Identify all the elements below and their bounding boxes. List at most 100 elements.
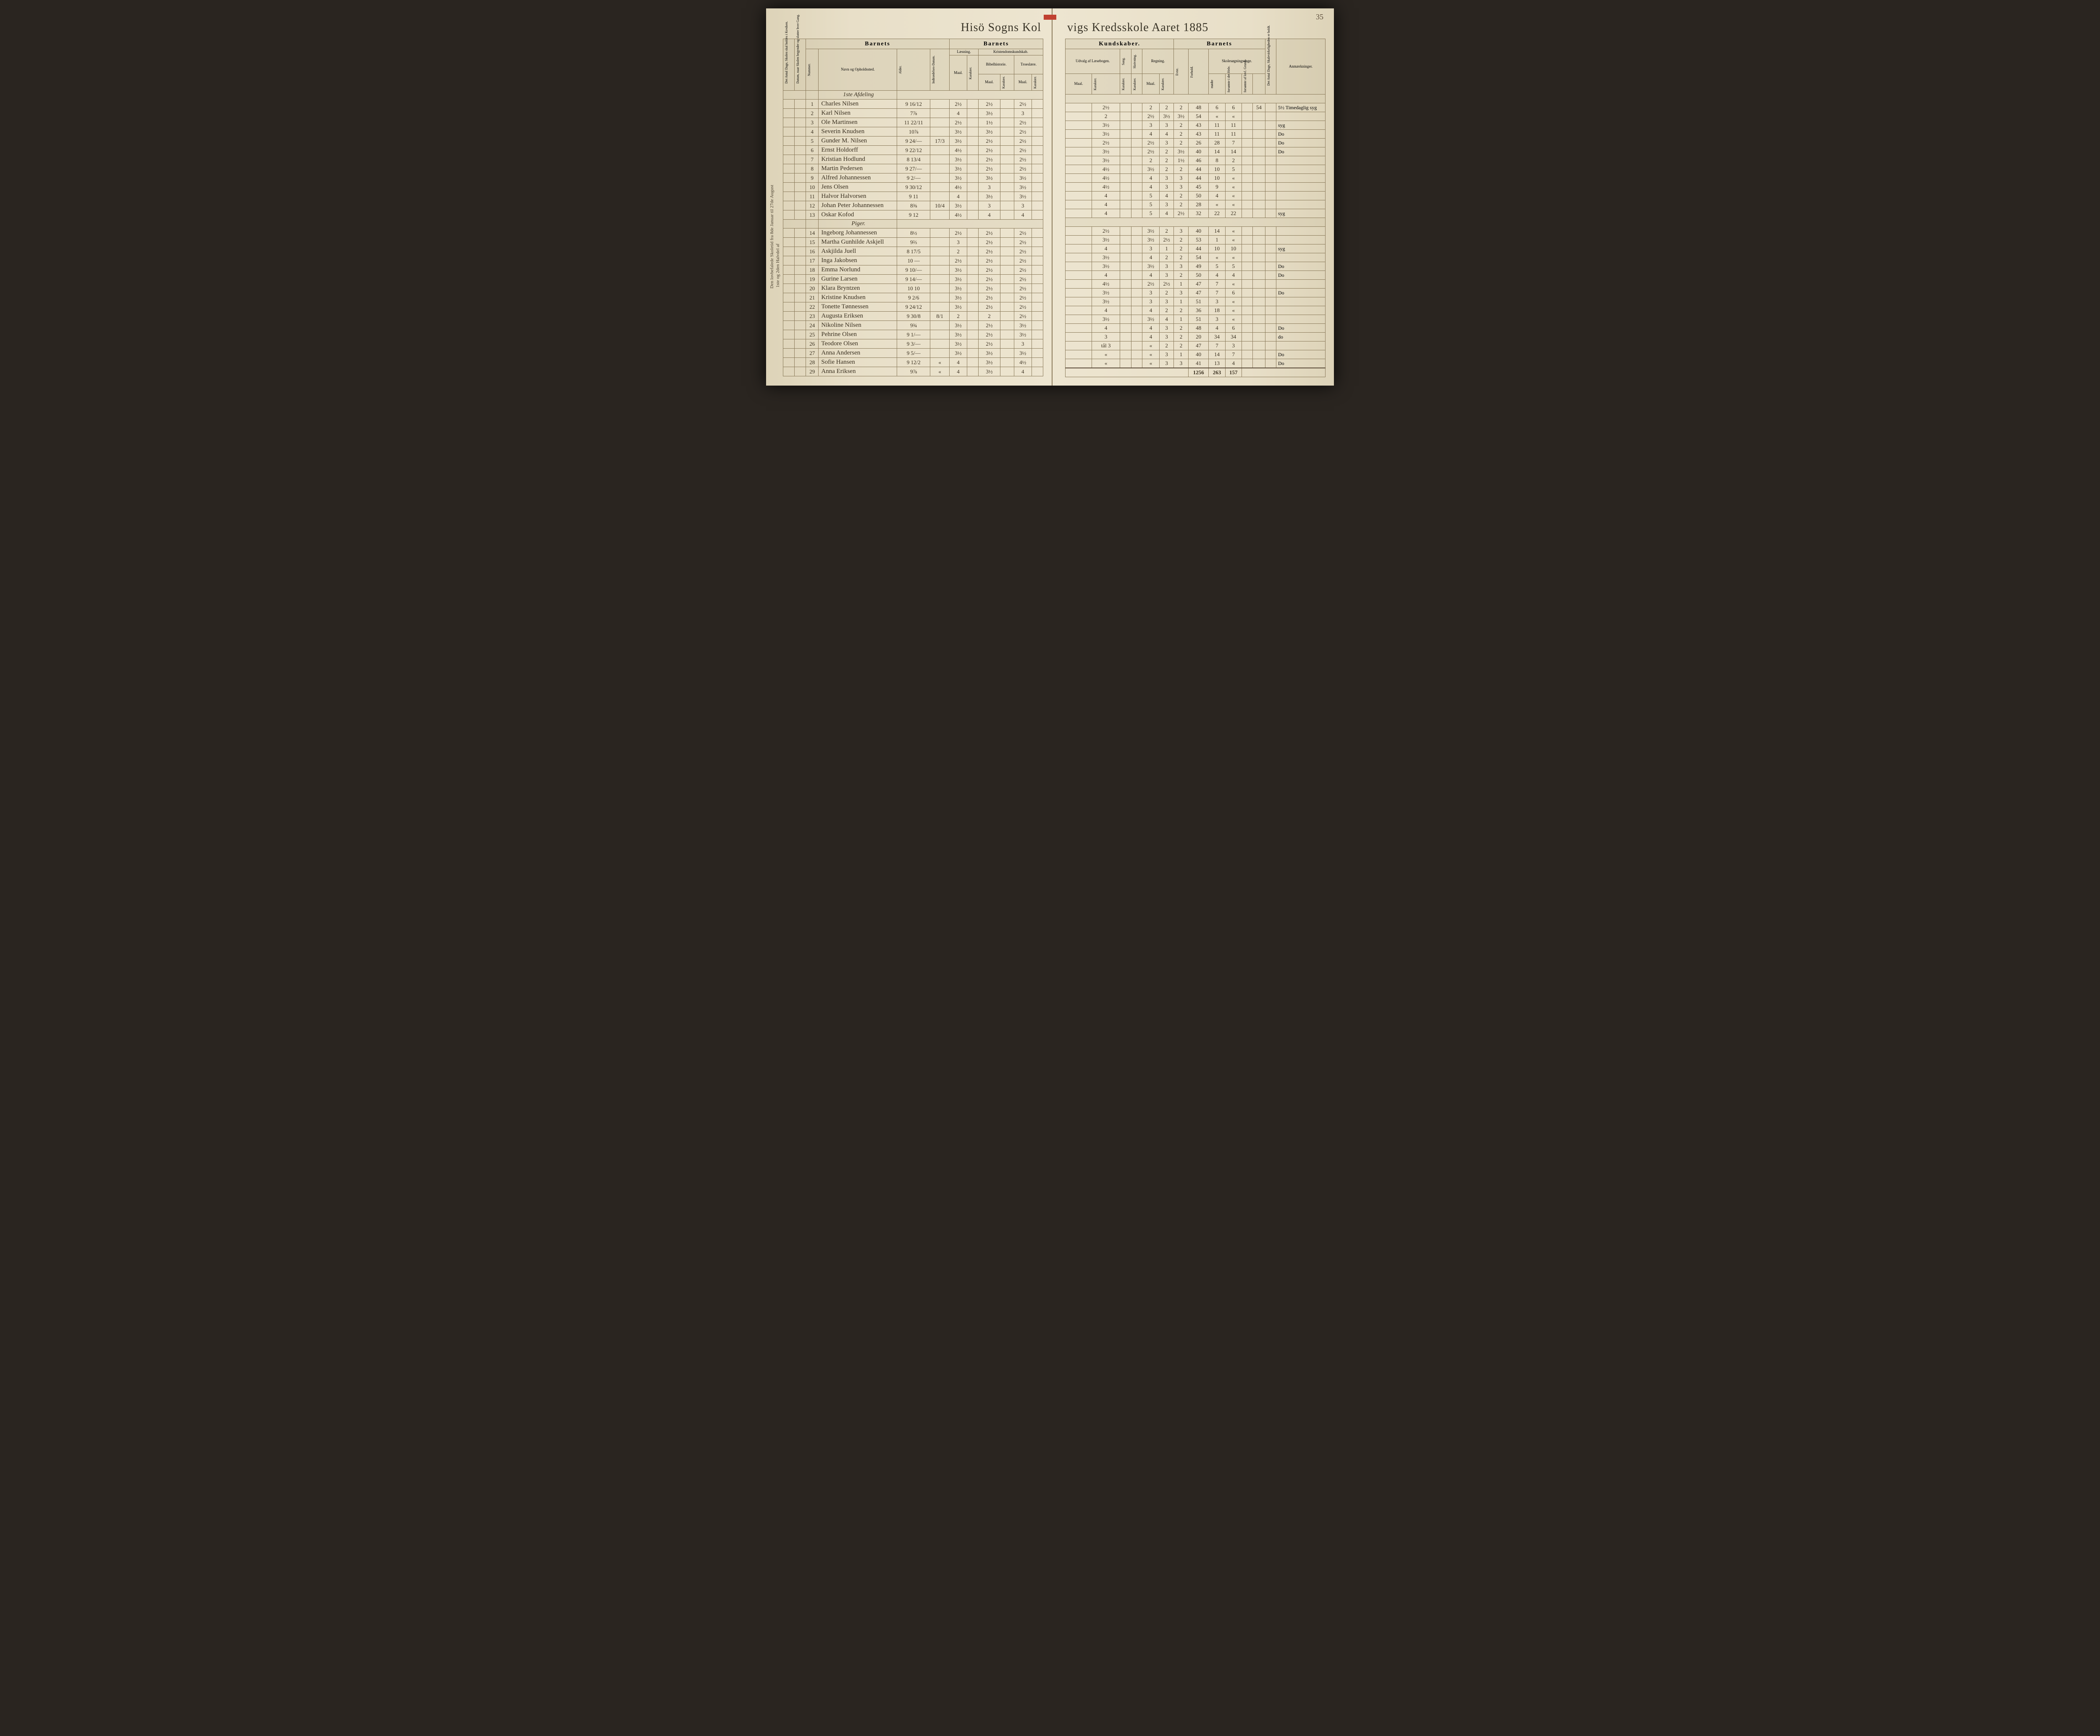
cell-absent-legal <box>1242 297 1252 306</box>
cell-ability: 3 <box>1174 183 1188 192</box>
table-row: 2½ 3½ 2 3 40 14 « <box>1066 227 1326 236</box>
cell-reading-kar <box>967 321 979 330</box>
cell-blank <box>1265 341 1276 350</box>
cell-bible-kar <box>1000 367 1014 376</box>
cell-cat-kar <box>1032 137 1043 146</box>
cell-bible-kar <box>1000 321 1014 330</box>
cell-writing <box>1131 236 1142 244</box>
cell-absent-total: « <box>1225 236 1242 244</box>
cell-blank <box>783 155 795 164</box>
hdr-kar-5: Karakter. <box>1121 75 1126 93</box>
cell-remark <box>1276 341 1326 350</box>
cell-entry <box>930 247 950 256</box>
hdr-kar-1: Karakter. <box>969 64 973 82</box>
hdr-barnets-2: Barnets <box>949 39 1043 49</box>
cell-remark <box>1276 183 1326 192</box>
cell-entry <box>930 256 950 265</box>
cell-age: 9¾ <box>897 321 930 330</box>
cell-days-held <box>1253 341 1265 350</box>
cell-conduct: 36 <box>1188 306 1209 315</box>
cell-attended: 14 <box>1209 350 1225 359</box>
cell-song <box>1120 333 1131 341</box>
cell-excerpt-maal <box>1066 147 1092 156</box>
cell-number: 16 <box>806 247 819 256</box>
cell-cat-maal: 2½ <box>1014 146 1032 155</box>
cell-blank <box>795 321 806 330</box>
table-row: 3 Ole Martinsen 11 22/11 2½ 1½ 2½ <box>783 118 1043 127</box>
cell-cat-maal: 2½ <box>1014 164 1032 173</box>
division-row-right <box>1066 95 1326 103</box>
cell-number: 18 <box>806 265 819 275</box>
cell-cat-maal: 4 <box>1014 367 1032 376</box>
table-row: 28 Sofie Hansen 9 12/2 « 4 3½ 4½ <box>783 358 1043 367</box>
cell-number: 27 <box>806 349 819 358</box>
table-row: 3½ 3 3 2 43 11 11 syg <box>1066 121 1326 130</box>
cell-age: 9 3/— <box>897 339 930 349</box>
cell-number: 22 <box>806 302 819 312</box>
cell-entry <box>930 228 950 238</box>
cell-age: 9⅞ <box>897 367 930 376</box>
cell-excerpt-maal <box>1066 341 1092 350</box>
cell-days-held <box>1253 244 1265 253</box>
cell-blank <box>795 155 806 164</box>
cell-reading-maal: 2 <box>949 312 967 321</box>
cell-cat-maal: 2½ <box>1014 100 1032 109</box>
table-row: 4 4 2 2 36 18 « <box>1066 306 1326 315</box>
cell-absent-legal <box>1242 147 1252 156</box>
cell-conduct: 47 <box>1188 341 1209 350</box>
cell-remark <box>1276 306 1326 315</box>
cell-absent-total: « <box>1225 280 1242 289</box>
cell-attended: 7 <box>1209 289 1225 297</box>
cell-cat-kar <box>1032 321 1043 330</box>
cell-arith-maal: 3½ <box>1142 236 1159 244</box>
cell-excerpt-kar: 3½ <box>1092 121 1120 130</box>
cell-attended: 1 <box>1209 236 1225 244</box>
cell-excerpt-maal <box>1066 359 1092 368</box>
cell-reading-kar <box>967 349 979 358</box>
cell-remark: syg <box>1276 244 1326 253</box>
cell-conduct: 51 <box>1188 315 1209 324</box>
cell-conduct: 32 <box>1188 209 1209 218</box>
cell-absent-legal <box>1242 209 1252 218</box>
cell-song <box>1120 200 1131 209</box>
cell-reading-maal: 3½ <box>949 173 967 183</box>
cell-attended: 6 <box>1209 103 1225 112</box>
cell-remark: Do <box>1276 262 1326 271</box>
cell-attended: 10 <box>1209 174 1225 183</box>
cell-conduct: 46 <box>1188 156 1209 165</box>
cell-excerpt-kar: 4 <box>1092 192 1120 200</box>
cell-name: Gunder M. Nilsen <box>819 137 897 146</box>
cell-reading-kar <box>967 238 979 247</box>
cell-ability: 1 <box>1174 315 1188 324</box>
cell-song <box>1120 130 1131 139</box>
cell-age: 9 10/— <box>897 265 930 275</box>
cell-number: 7 <box>806 155 819 164</box>
cell-attended: 18 <box>1209 306 1225 315</box>
cell-blank <box>795 284 806 293</box>
cell-entry <box>930 275 950 284</box>
cell-name: Klara Bryntzen <box>819 284 897 293</box>
cell-blank <box>783 100 795 109</box>
cell-reading-kar <box>967 146 979 155</box>
cell-writing <box>1131 324 1142 333</box>
cell-arith-maal: 2½ <box>1142 280 1159 289</box>
cell-conduct: 54 <box>1188 253 1209 262</box>
cell-cat-kar <box>1032 312 1043 321</box>
cell-excerpt-kar: 4½ <box>1092 280 1120 289</box>
table-row: 14 Ingeborg Johannessen 8½ 2½ 2½ 2½ <box>783 228 1043 238</box>
cell-bible-maal: 2½ <box>979 155 1000 164</box>
cell-reading-kar <box>967 247 979 256</box>
cell-arith-maal: « <box>1142 341 1159 350</box>
cell-remark <box>1276 112 1326 121</box>
cell-number: 13 <box>806 210 819 220</box>
hdr-attend3: forsømte af lovl. Grund. <box>1243 75 1248 93</box>
cell-arith-kar: 3½ <box>1159 112 1173 121</box>
cell-song <box>1120 139 1131 147</box>
cell-attended: 34 <box>1209 333 1225 341</box>
cell-attended: 13 <box>1209 359 1225 368</box>
cell-cat-kar <box>1032 100 1043 109</box>
table-row: 27 Anna Andersen 9 5/— 3½ 3½ 3½ <box>783 349 1043 358</box>
cell-blank <box>795 238 806 247</box>
cell-days-held <box>1253 147 1265 156</box>
table-row: 6 Ernst Holdorff 9 22/12 4½ 2½ 2½ <box>783 146 1043 155</box>
